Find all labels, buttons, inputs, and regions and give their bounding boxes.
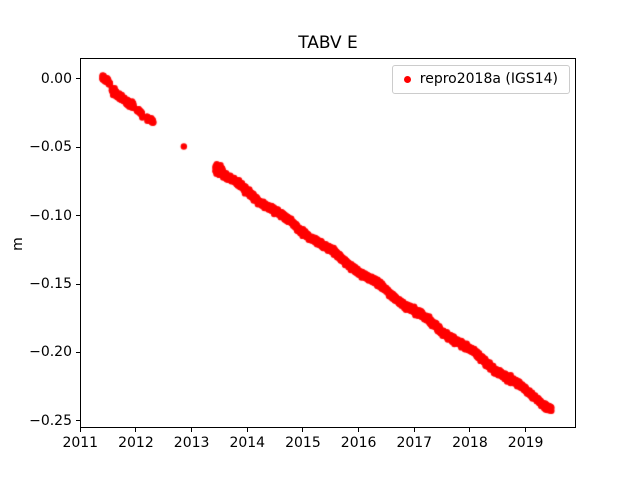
x-tick-label: 2018 xyxy=(452,435,488,451)
legend-label: repro2018a (IGS14) xyxy=(419,71,558,87)
y-tick-label: −0.05 xyxy=(29,139,72,156)
x-tick-label: 2017 xyxy=(396,435,433,451)
x-tick-mark xyxy=(469,428,471,432)
x-tick-mark xyxy=(246,428,248,432)
x-tick-mark xyxy=(413,428,415,432)
x-tick-mark xyxy=(79,428,81,432)
legend: repro2018a (IGS14) xyxy=(391,65,570,94)
x-tick-mark xyxy=(525,428,527,432)
x-tick-label: 2015 xyxy=(285,435,321,451)
y-tick-label: −0.15 xyxy=(29,276,72,293)
plot-area: repro2018a (IGS14) xyxy=(80,58,576,428)
y-tick-label: 0.00 xyxy=(40,70,72,87)
chart-title: TABV E xyxy=(298,33,358,53)
x-tick-mark xyxy=(358,428,360,432)
y-tick-mark xyxy=(76,283,80,285)
x-tick-label: 2016 xyxy=(340,435,377,451)
y-tick-mark xyxy=(76,215,80,217)
x-tick-mark xyxy=(191,428,193,432)
legend-marker-icon xyxy=(403,76,411,83)
scatter-canvas xyxy=(81,59,575,427)
y-tick-mark xyxy=(76,420,80,422)
x-tick-label: 2012 xyxy=(118,435,154,451)
y-tick-label: −0.20 xyxy=(29,344,72,361)
x-tick-mark xyxy=(302,428,304,432)
y-tick-mark xyxy=(76,78,80,80)
y-axis-label: m xyxy=(10,237,26,251)
x-tick-label: 2011 xyxy=(62,435,99,451)
x-tick-label: 2019 xyxy=(507,435,544,451)
x-tick-label: 2014 xyxy=(229,435,266,451)
x-tick-label: 2013 xyxy=(173,435,210,451)
y-tick-label: −0.25 xyxy=(29,412,72,429)
y-tick-mark xyxy=(76,351,80,353)
y-tick-mark xyxy=(76,146,80,148)
y-tick-label: −0.10 xyxy=(29,207,72,224)
x-tick-mark xyxy=(135,428,137,432)
